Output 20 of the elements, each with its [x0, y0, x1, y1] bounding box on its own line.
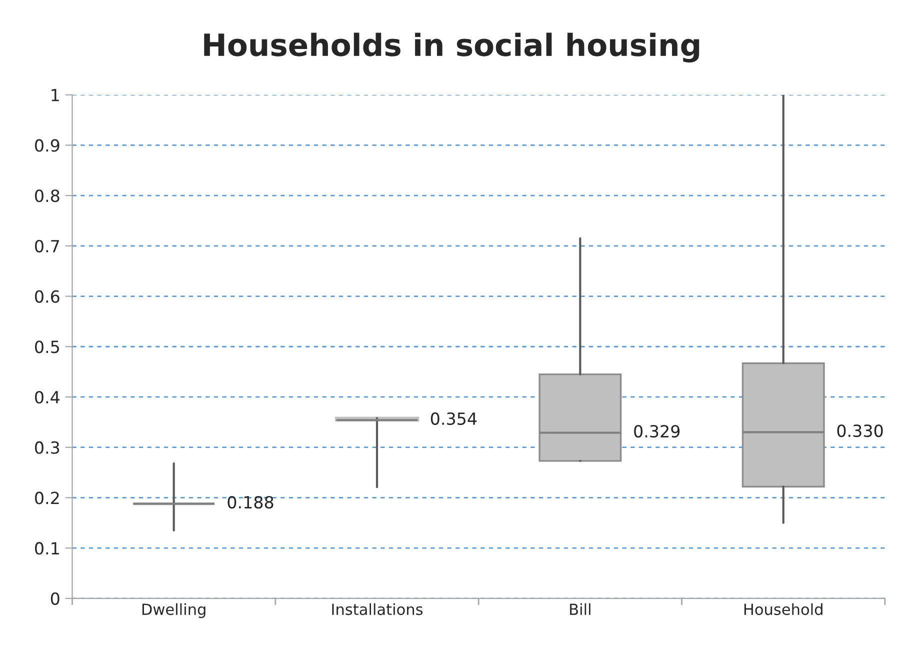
x-tick-label: Bill — [570, 603, 590, 615]
y-tick-label: 0.7 — [35, 240, 60, 252]
y-tick-label: 0.6 — [35, 290, 60, 303]
y-tick-label: 0.3 — [35, 441, 60, 454]
y-tick-label: 1 — [52, 89, 59, 102]
text: 0.329 — [634, 424, 680, 438]
y-tick-label: 0.9 — [35, 139, 60, 152]
y-tick-label: 0.5 — [35, 340, 59, 354]
x-tick-label: Installations — [332, 603, 423, 616]
x-tick-label: Household — [744, 603, 822, 616]
x-tick-label: Dwelling — [142, 603, 206, 618]
text: 0.188 — [228, 496, 274, 509]
y-tick-label: 0.2 — [35, 492, 59, 504]
y-tick-label: 0.8 — [35, 190, 60, 202]
y-tick-label: 0 — [50, 592, 60, 605]
text: 0.330 — [837, 424, 883, 438]
y-tick-label: 0.1 — [35, 542, 59, 555]
y-tick-label: 0.4 — [35, 390, 60, 404]
text: 0.354 — [430, 412, 477, 425]
chart-title: Households in social housing — [204, 32, 700, 63]
